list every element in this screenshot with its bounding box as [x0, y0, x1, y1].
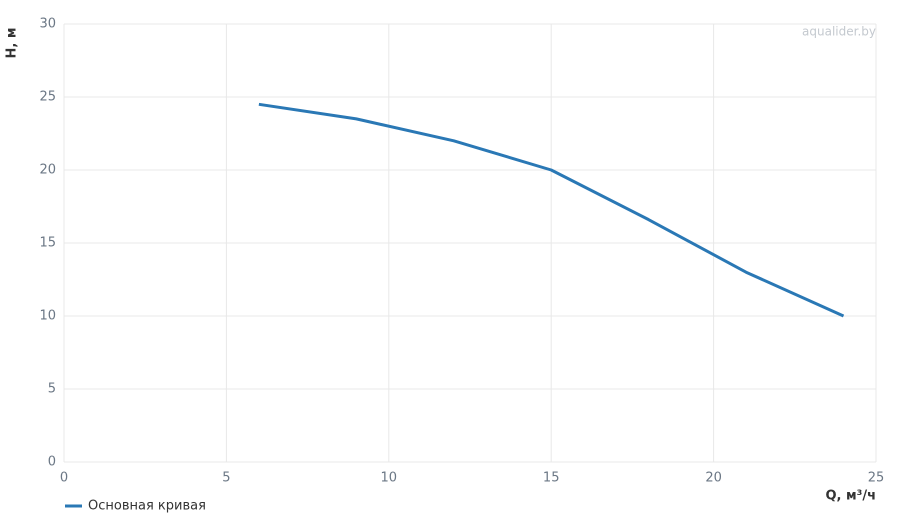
y-tick-label: 20 [39, 163, 56, 178]
watermark: aqualider.by [802, 25, 876, 39]
x-tick-label: 5 [222, 471, 230, 486]
x-tick-label: 10 [381, 471, 398, 486]
data-line [258, 102, 845, 318]
x-axis-title: Q, м³/ч [825, 489, 876, 504]
y-tick-label: 0 [48, 455, 56, 470]
y-tick-label: 30 [39, 17, 56, 32]
x-tick-label: 20 [705, 471, 722, 486]
x-tick-label: 15 [543, 471, 560, 486]
y-tick-label: 5 [48, 382, 56, 397]
y-tick-label: 10 [39, 309, 56, 324]
legend-label: Основная кривая [88, 499, 206, 514]
y-axis-title: Н, м [5, 28, 20, 59]
y-tick-label: 15 [39, 236, 56, 251]
x-tick-label: 25 [868, 471, 885, 486]
x-tick-label: 0 [60, 471, 68, 486]
y-tick-label: 25 [39, 90, 56, 105]
